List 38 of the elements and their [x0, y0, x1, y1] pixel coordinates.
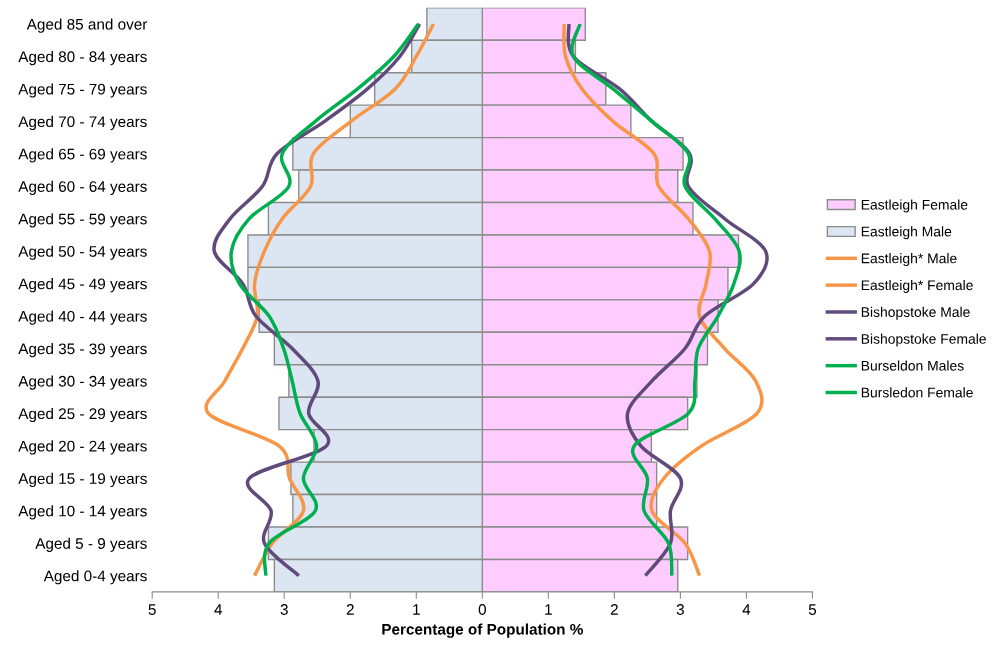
y-tick-label: Aged 85 and over	[26, 18, 148, 33]
y-tick-label: Aged 0-4 years	[43, 570, 147, 585]
legend-label: Bishopstoke Male	[861, 306, 970, 320]
legend-label: Bishopstoke Female	[861, 333, 986, 347]
y-tick-label: Aged 45 - 49 years	[18, 278, 147, 293]
legend-label: Eastleigh* Female	[861, 279, 973, 293]
y-tick-label: Aged 5 - 9 years	[35, 537, 147, 552]
x-tick-label: 4	[742, 604, 751, 615]
y-tick-label: Aged 60 - 64 years	[18, 180, 147, 195]
y-tick-label: Aged 80 - 84 years	[18, 50, 147, 66]
y-tick-label: Aged 70 - 74 years	[18, 115, 147, 131]
x-tick-label: 3	[676, 604, 684, 615]
y-tick-label: Aged 10 - 14 years	[18, 505, 147, 520]
y-tick-label: Aged 75 - 79 years	[18, 83, 147, 98]
y-tick-label: Aged 65 - 69 years	[18, 148, 147, 163]
x-axis-title: Percentage of Population %	[382, 623, 583, 638]
x-tick-label: 3	[280, 604, 288, 615]
y-tick-label: Aged 25 - 29 years	[18, 407, 147, 423]
x-tick-label: 4	[214, 604, 223, 615]
y-tick-label: Aged 35 - 39 years	[18, 342, 147, 358]
y-tick-label: Aged 55 - 59 years	[18, 213, 147, 228]
y-tick-label: Aged 20 - 24 years	[18, 440, 147, 455]
x-tick-label: 2	[346, 604, 354, 615]
legend-label: Burseldon Males	[861, 360, 964, 371]
legend-label: Eastleigh* Male	[861, 253, 957, 267]
y-tick-label: Aged 15 - 19 years	[18, 472, 147, 488]
y-tick-label: Aged 40 - 44 years	[18, 310, 147, 325]
legend-label: Eastleigh Female	[861, 199, 968, 213]
y-tick-label: Aged 30 - 34 years	[18, 375, 147, 390]
y-tick-label: Aged 50 - 54 years	[18, 245, 147, 260]
legend-label: Eastleigh Male	[861, 226, 952, 240]
x-tick-label: 0	[478, 604, 486, 615]
x-tick-label: 1	[413, 604, 420, 615]
x-tick-label: 1	[545, 604, 552, 615]
x-tick-label: 5	[148, 604, 156, 615]
x-tick-label: 5	[808, 604, 817, 615]
x-tick-label: 2	[610, 604, 618, 615]
legend-label: Bursledon Female	[861, 387, 973, 398]
